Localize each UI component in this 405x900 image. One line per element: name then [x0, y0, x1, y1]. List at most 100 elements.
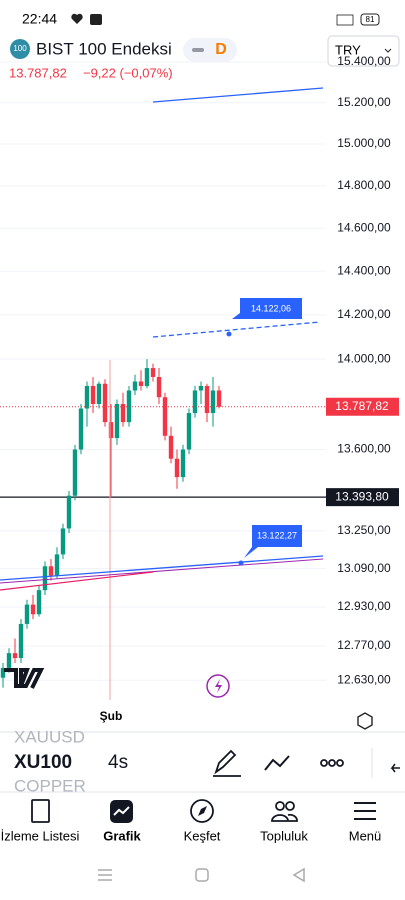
candle-body: [150, 368, 156, 378]
y-tick-label: 12.930,00: [337, 599, 391, 613]
y-tick-label: 13.250,00: [337, 523, 391, 537]
candle-body: [54, 554, 60, 576]
symbol-current[interactable]: XU100: [14, 752, 72, 773]
candle-body: [24, 604, 30, 624]
candle-body: [84, 385, 90, 409]
candle-body: [18, 623, 24, 659]
candle-body: [138, 381, 144, 386]
candle-body: [66, 495, 72, 529]
candle-body: [108, 422, 114, 439]
tv-logo: [4, 668, 45, 689]
candle-body: [90, 385, 96, 404]
watchlist-icon: [31, 799, 50, 823]
logo: [10, 39, 30, 59]
y-tick-label: 14.800,00: [337, 178, 391, 192]
settings-icon[interactable]: [357, 712, 373, 730]
y-tick-label: 12.770,00: [337, 638, 391, 652]
y-tick-label: 14.000,00: [337, 351, 391, 365]
candle-body: [72, 449, 78, 496]
battery: [360, 13, 380, 26]
heart-icon: [71, 13, 83, 24]
candle-body: [6, 653, 12, 668]
candle-body: [132, 381, 138, 391]
currency: TRY: [335, 42, 361, 57]
candle-body: [36, 590, 42, 615]
battery-level: 81: [366, 15, 375, 24]
candle-body: [12, 653, 18, 659]
candle-body: [42, 566, 48, 591]
nav-label[interactable]: Topluluk: [260, 828, 308, 843]
candle-body: [180, 449, 186, 478]
candle-body: [144, 368, 150, 386]
trendline: [152, 87, 324, 103]
undo[interactable]: [390, 763, 400, 773]
candle-body: [114, 403, 120, 439]
candle-body: [156, 377, 162, 398]
calendar-icon: [90, 14, 102, 25]
candle-body: [30, 604, 36, 615]
line-tag: [326, 488, 399, 507]
draw-tool[interactable]: [213, 749, 241, 777]
symbol-next: COPPER: [14, 776, 86, 795]
y-tick-label: 14.400,00: [337, 263, 391, 277]
more[interactable]: [320, 759, 344, 767]
callout: [244, 525, 302, 558]
candle-body: [216, 390, 222, 407]
nav-label[interactable]: Menü: [349, 828, 382, 843]
callout: [232, 298, 302, 319]
price-change: −9,22 (−0,07%): [83, 65, 173, 80]
candle-body: [192, 390, 198, 414]
explore-icon: [190, 799, 214, 823]
nav-label[interactable]: Grafik: [103, 828, 141, 843]
candle-body: [204, 385, 210, 414]
candle-body: [174, 458, 180, 478]
interval[interactable]: 4s: [108, 752, 128, 773]
trendline: [0, 571, 154, 591]
candle-body: [0, 667, 6, 678]
pill-dash: [192, 48, 204, 52]
y-tick-label: 14.600,00: [337, 220, 391, 234]
anchor: [226, 331, 232, 337]
x-tick-label: Şub: [100, 709, 123, 723]
trendline: [0, 558, 324, 584]
status-pill[interactable]: [183, 38, 237, 62]
candle-body: [168, 435, 174, 459]
trendline: [0, 555, 324, 581]
currency-select[interactable]: [327, 35, 400, 67]
chevron: [384, 48, 392, 53]
plot: 15.400,00 15.200,00 15.000,00 14.800,00 14.6…: [0, 54, 399, 723]
candle-body: [186, 413, 192, 450]
lightning-button[interactable]: [206, 674, 230, 698]
y-tick-label: 13.090,00: [337, 561, 391, 575]
candle-body: [60, 528, 66, 555]
candle-body: [198, 385, 204, 391]
community-icon: [271, 801, 298, 822]
candle-body: [102, 383, 108, 423]
delay-badge: D: [215, 41, 227, 58]
y-tick-label: 15.200,00: [337, 95, 391, 109]
y-tick-label: 14.200,00: [337, 307, 391, 321]
candle-body: [48, 566, 54, 576]
symbol-title: BIST 100 Endeksi: [36, 39, 172, 58]
price-tag: [326, 397, 399, 416]
candle-body: [78, 408, 84, 450]
y-tick-label: 13.600,00: [337, 442, 391, 456]
symbol-prev: XAUUSD: [14, 727, 85, 746]
clock: 22:44: [22, 11, 57, 27]
line-tag-text: 13.393,80: [335, 489, 389, 503]
signal: [336, 14, 354, 26]
chart-glyph: [113, 806, 130, 816]
menu-icon: [354, 802, 376, 820]
nav-label[interactable]: İzleme Listesi: [1, 828, 80, 843]
price: 13.787,82: [9, 65, 67, 80]
candle-body: [96, 383, 102, 404]
system-nav: [98, 867, 305, 883]
indicator-tool[interactable]: [264, 755, 290, 771]
y-tick-label: 15.000,00: [337, 136, 391, 150]
logo-text: 100: [13, 44, 27, 53]
nav-label[interactable]: Keşfet: [184, 828, 221, 843]
lightning: [215, 679, 222, 693]
callout-text: 13.122,27: [257, 530, 297, 540]
